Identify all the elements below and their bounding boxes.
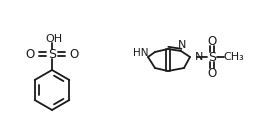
Text: S: S (48, 47, 56, 60)
Text: CH₃: CH₃ (224, 52, 244, 62)
Text: O: O (207, 66, 217, 80)
Text: N: N (195, 52, 203, 62)
Text: OH: OH (45, 34, 62, 44)
Text: O: O (207, 34, 217, 47)
Text: O: O (25, 47, 35, 60)
Text: S: S (208, 51, 216, 64)
Text: N: N (178, 40, 186, 50)
Text: HN: HN (133, 48, 149, 58)
Text: O: O (69, 47, 79, 60)
